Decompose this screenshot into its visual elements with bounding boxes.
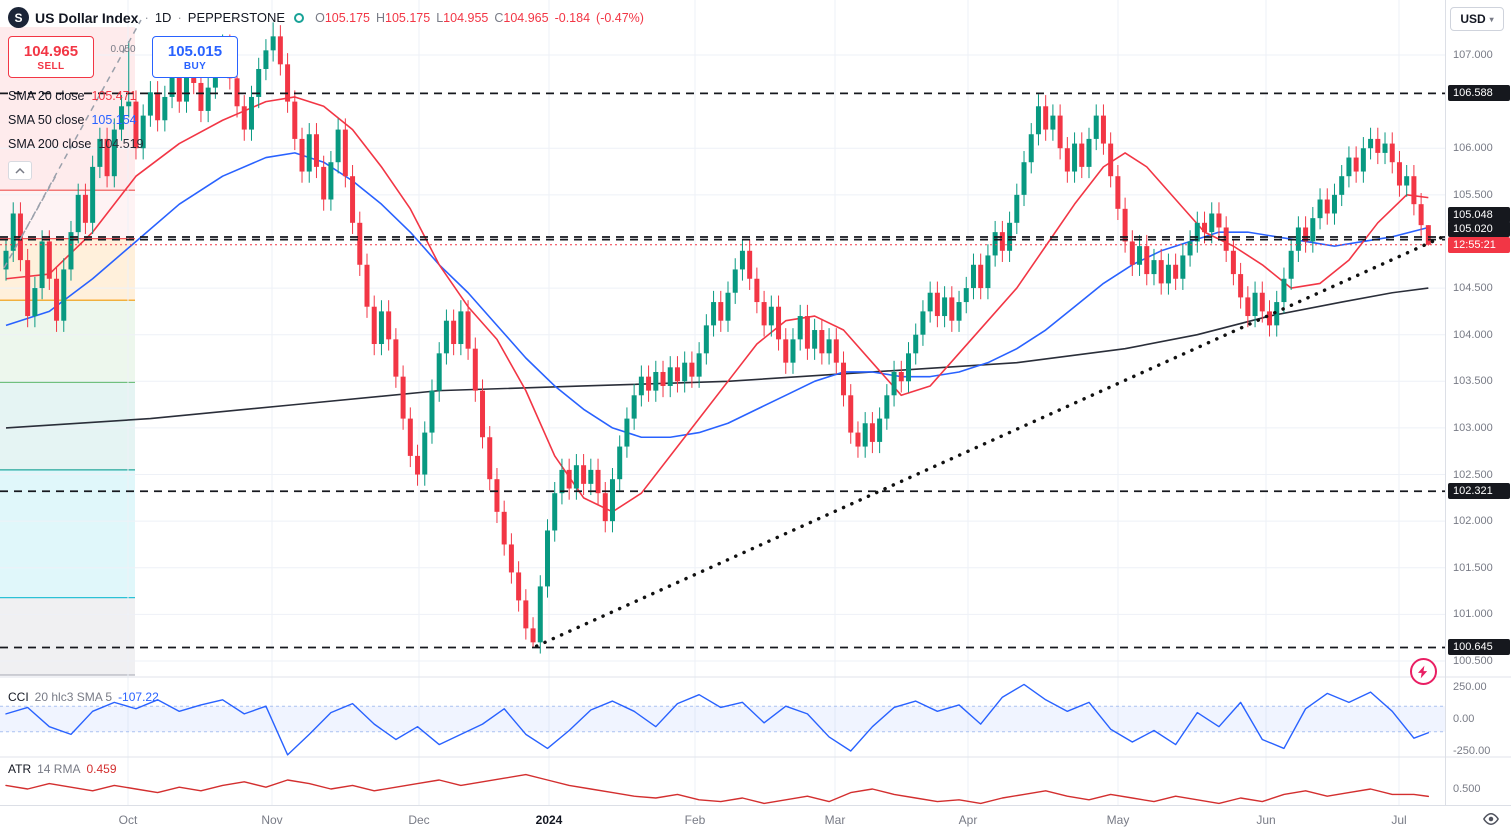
symbol-name: US Dollar Index: [35, 9, 139, 26]
indicator-legend-sma50[interactable]: SMA 50 close 105.154: [8, 112, 137, 127]
price-tick-label: 104.000: [1453, 328, 1493, 341]
indicator-legend-sma20[interactable]: SMA 20 close 105.471: [8, 88, 137, 103]
dashed-trend-segment: [21, 19, 142, 237]
separator: ·: [177, 10, 182, 25]
time-tick-label: 2024: [535, 813, 563, 827]
price-tick-label: 102.000: [1453, 515, 1493, 528]
countdown-badge: 12:55:21: [1448, 236, 1510, 253]
time-tick-label: Feb: [684, 813, 706, 827]
price-tick-label: 103.500: [1453, 375, 1493, 388]
separator: ·: [144, 10, 149, 25]
chevron-down-icon: ▾: [1489, 14, 1494, 24]
atr-line: [5, 773, 1430, 805]
sma50-value: 105.154: [91, 112, 137, 127]
atr-tick-label: 0.500: [1453, 783, 1481, 795]
level-price-badge: 106.588: [1448, 85, 1510, 102]
cci-value: -107.22: [118, 690, 159, 704]
price-tick-label: 104.500: [1453, 282, 1493, 295]
order-panel: 104.965 SELL 0.050 105.015 BUY: [8, 36, 238, 80]
eye-icon: [1483, 812, 1499, 826]
price-tick-label: 101.000: [1453, 608, 1493, 621]
price-tick-label: 107.000: [1453, 49, 1493, 61]
time-tick-label: Oct: [118, 813, 138, 827]
change-value: -0.184: [554, 10, 591, 25]
level-price-badge: 100.645: [1448, 639, 1510, 656]
lightning-icon: [1418, 665, 1428, 678]
atr-value: 0.459: [86, 762, 117, 776]
price-axis[interactable]: 107.000 106.000 105.500 104.500 104.000 103.5…: [1445, 0, 1511, 805]
legend-collapse-button[interactable]: [8, 161, 32, 180]
chevron-up-icon: [15, 167, 25, 174]
buy-button[interactable]: 105.015 BUY: [152, 36, 238, 78]
dashed-trend-segment: [3, 171, 59, 269]
price-tick-label: 103.000: [1453, 421, 1493, 434]
price-tick-label: 101.500: [1453, 561, 1493, 574]
time-tick-label: Nov: [261, 813, 283, 827]
cci-tick-label: -250.00: [1453, 745, 1491, 757]
price-tick-label: 105.500: [1453, 188, 1493, 201]
symbol-exchange: PEPPERSTONE: [187, 10, 286, 25]
level-price-badge: 102.321: [1448, 483, 1510, 500]
sell-price: 104.965: [23, 42, 79, 60]
visibility-eye-button[interactable]: [1479, 807, 1503, 831]
time-tick-label: May: [1106, 813, 1130, 827]
sma200-value: 104.519: [98, 136, 144, 151]
time-tick-label: Dec: [408, 813, 430, 827]
quick-trade-lightning-button[interactable]: [1410, 658, 1437, 685]
price-tick-label: 106.000: [1453, 142, 1493, 155]
symbol-timeframe: 1D: [154, 10, 172, 25]
cci-tick-label: 0.00: [1453, 713, 1475, 725]
ohlc-values: O105.175 H105.175 L104.955 C104.965 -0.1…: [315, 10, 644, 25]
sma20-value: 105.471: [91, 88, 137, 103]
legend: S US Dollar Index · 1D · PEPPERSTONE O10…: [8, 6, 644, 180]
level-price-badge: 105.048: [1448, 206, 1510, 223]
time-tick-label: Jul: [1391, 813, 1407, 827]
indicator-legend-sma200[interactable]: SMA 200 close 104.519: [8, 136, 144, 151]
change-percent: (-0.47%): [596, 10, 644, 25]
sell-button[interactable]: 104.965 SELL: [8, 36, 94, 78]
left-price-bands: [0, 27, 135, 676]
price-tick-label: 102.500: [1453, 468, 1493, 481]
cci-indicator-label[interactable]: CCI 20 hlc3 SMA 5 -107.22: [8, 690, 159, 704]
time-tick-label: Apr: [958, 813, 978, 827]
cci-band: [0, 706, 1445, 732]
time-tick-label: Mar: [824, 813, 846, 827]
time-axis[interactable]: Oct Nov Dec 2024 Feb Mar Apr May Jun Jul: [0, 805, 1511, 833]
currency-selector[interactable]: USD ▾: [1450, 7, 1504, 31]
market-status-icon: [294, 12, 305, 23]
buy-price: 105.015: [167, 42, 223, 60]
cci-tick-label: 250.00: [1453, 681, 1487, 693]
level-price-badge: 105.020: [1448, 220, 1510, 237]
cci-line: [5, 683, 1430, 756]
atr-indicator-label[interactable]: ATR 14 RMA 0.459: [8, 762, 117, 776]
sma200-line: [5, 287, 1429, 429]
price-tick-label: 100.500: [1453, 655, 1493, 667]
dotted-trendline: [534, 234, 1447, 648]
symbol-info-row[interactable]: S US Dollar Index · 1D · PEPPERSTONE O10…: [8, 6, 644, 29]
symbol-logo-icon: S: [8, 7, 29, 28]
spread-value: 0.050: [110, 44, 136, 55]
time-tick-label: Jun: [1256, 813, 1276, 827]
